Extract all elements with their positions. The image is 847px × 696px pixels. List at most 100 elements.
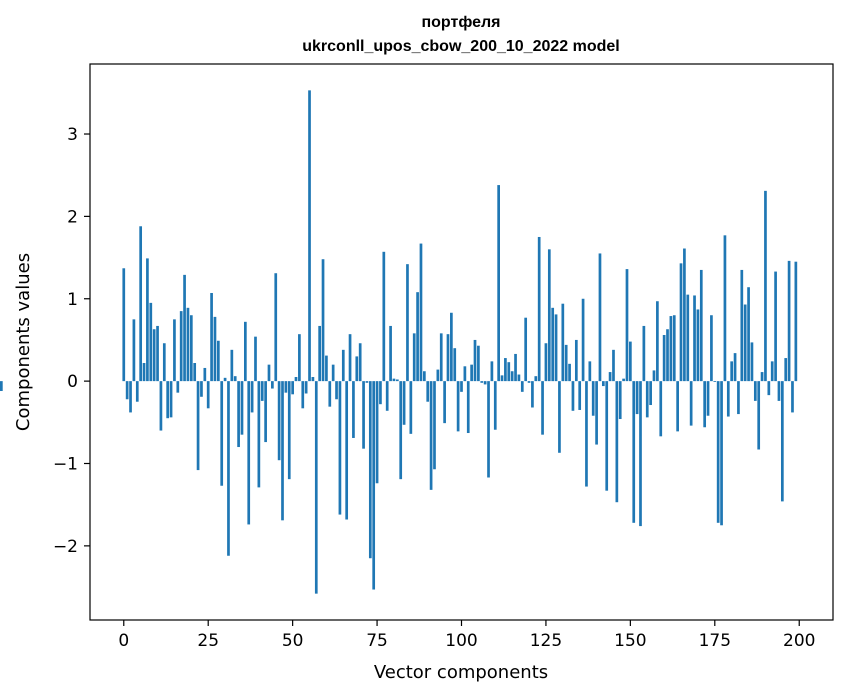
bar-90 bbox=[426, 381, 430, 402]
bar-27 bbox=[213, 316, 217, 382]
y-tick-label: 3 bbox=[67, 125, 78, 145]
bar-178 bbox=[723, 235, 727, 382]
bar-65 bbox=[341, 349, 345, 382]
bar-11 bbox=[159, 381, 163, 431]
bar-69 bbox=[355, 356, 359, 382]
bar-63 bbox=[335, 381, 338, 400]
bar-87 bbox=[416, 292, 419, 382]
bar-180 bbox=[730, 361, 734, 382]
bar-173 bbox=[706, 381, 710, 416]
bar-16 bbox=[176, 381, 180, 393]
bar-130 bbox=[561, 303, 565, 382]
bar-14 bbox=[169, 381, 173, 418]
bar-95 bbox=[443, 381, 446, 424]
bar-52 bbox=[298, 334, 301, 382]
y-tick-label: 0 bbox=[67, 372, 78, 392]
bar-125 bbox=[544, 343, 548, 382]
bar-146 bbox=[615, 381, 619, 503]
bar-57 bbox=[314, 381, 318, 594]
bar-93 bbox=[436, 369, 440, 382]
bar-114 bbox=[507, 362, 511, 382]
bar-39 bbox=[254, 336, 257, 382]
bar-40 bbox=[257, 381, 261, 488]
bar-175 bbox=[713, 381, 717, 382]
bar-139 bbox=[591, 381, 595, 416]
bar-35 bbox=[240, 381, 244, 435]
bar-59 bbox=[321, 259, 325, 382]
bar-117 bbox=[517, 374, 521, 382]
bar-47 bbox=[281, 381, 284, 521]
bar-66 bbox=[345, 381, 349, 520]
bar-113 bbox=[504, 358, 507, 382]
bar-152 bbox=[635, 381, 639, 415]
bar-151 bbox=[632, 381, 636, 523]
bar-18 bbox=[183, 274, 186, 382]
bar-164 bbox=[676, 381, 679, 432]
bar-158 bbox=[656, 301, 659, 382]
bar-46 bbox=[277, 381, 281, 461]
chart-title-line1: портфеля bbox=[421, 14, 500, 31]
bar-106 bbox=[480, 381, 484, 383]
bar-22 bbox=[196, 381, 200, 471]
bar-76 bbox=[379, 381, 382, 405]
bar-199 bbox=[794, 261, 798, 382]
bar-148 bbox=[622, 378, 625, 382]
bar-185 bbox=[747, 287, 750, 382]
bar-85 bbox=[409, 381, 413, 434]
bar-162 bbox=[669, 316, 673, 382]
bar-126 bbox=[547, 249, 551, 382]
bar-51 bbox=[294, 377, 298, 382]
bar-7 bbox=[146, 258, 149, 382]
bar-84 bbox=[406, 264, 409, 382]
bar-135 bbox=[578, 381, 582, 410]
bar-3 bbox=[132, 319, 136, 382]
bar-94 bbox=[439, 333, 443, 382]
bar-182 bbox=[737, 381, 740, 415]
bar-97 bbox=[450, 312, 453, 382]
bar-49 bbox=[287, 381, 291, 480]
bar-142 bbox=[601, 381, 605, 387]
y-tick-label: 2 bbox=[67, 207, 78, 227]
bar-78 bbox=[385, 381, 389, 411]
bar-128 bbox=[554, 314, 558, 382]
bar-42 bbox=[264, 381, 267, 443]
bar-193 bbox=[774, 271, 777, 382]
bar-24 bbox=[203, 367, 207, 382]
bar-20 bbox=[189, 315, 193, 382]
bar-17 bbox=[179, 311, 183, 382]
bar-145 bbox=[612, 349, 615, 382]
bar-189 bbox=[760, 372, 764, 382]
bar-156 bbox=[649, 381, 652, 406]
bar-196 bbox=[784, 358, 788, 382]
bar-112 bbox=[500, 375, 504, 382]
bar-79 bbox=[389, 325, 392, 382]
bar-109 bbox=[490, 361, 494, 382]
bar-73 bbox=[368, 381, 372, 559]
bar-80 bbox=[392, 378, 396, 382]
x-tick-label: 200 bbox=[783, 631, 815, 651]
bar-159 bbox=[659, 381, 663, 437]
bar-143 bbox=[605, 381, 609, 491]
bar-82 bbox=[399, 381, 403, 480]
bar-176 bbox=[716, 381, 720, 523]
bar-71 bbox=[362, 381, 365, 449]
bar-83 bbox=[402, 381, 406, 425]
bar-undefined bbox=[0, 381, 3, 392]
bar-103 bbox=[470, 364, 473, 382]
bar-169 bbox=[693, 295, 696, 382]
bar-100 bbox=[460, 381, 463, 392]
bar-13 bbox=[166, 381, 170, 419]
x-tick-label: 175 bbox=[699, 631, 731, 651]
bar-31 bbox=[227, 381, 230, 556]
bar-183 bbox=[740, 269, 744, 382]
x-tick-label: 50 bbox=[282, 631, 304, 651]
bar-62 bbox=[331, 364, 335, 382]
bar-104 bbox=[473, 339, 477, 382]
bar-74 bbox=[372, 381, 376, 590]
bar-44 bbox=[271, 381, 274, 389]
bar-133 bbox=[571, 381, 575, 411]
y-tick-label: −1 bbox=[53, 454, 78, 474]
bar-25 bbox=[206, 381, 210, 409]
bar-88 bbox=[419, 243, 423, 382]
